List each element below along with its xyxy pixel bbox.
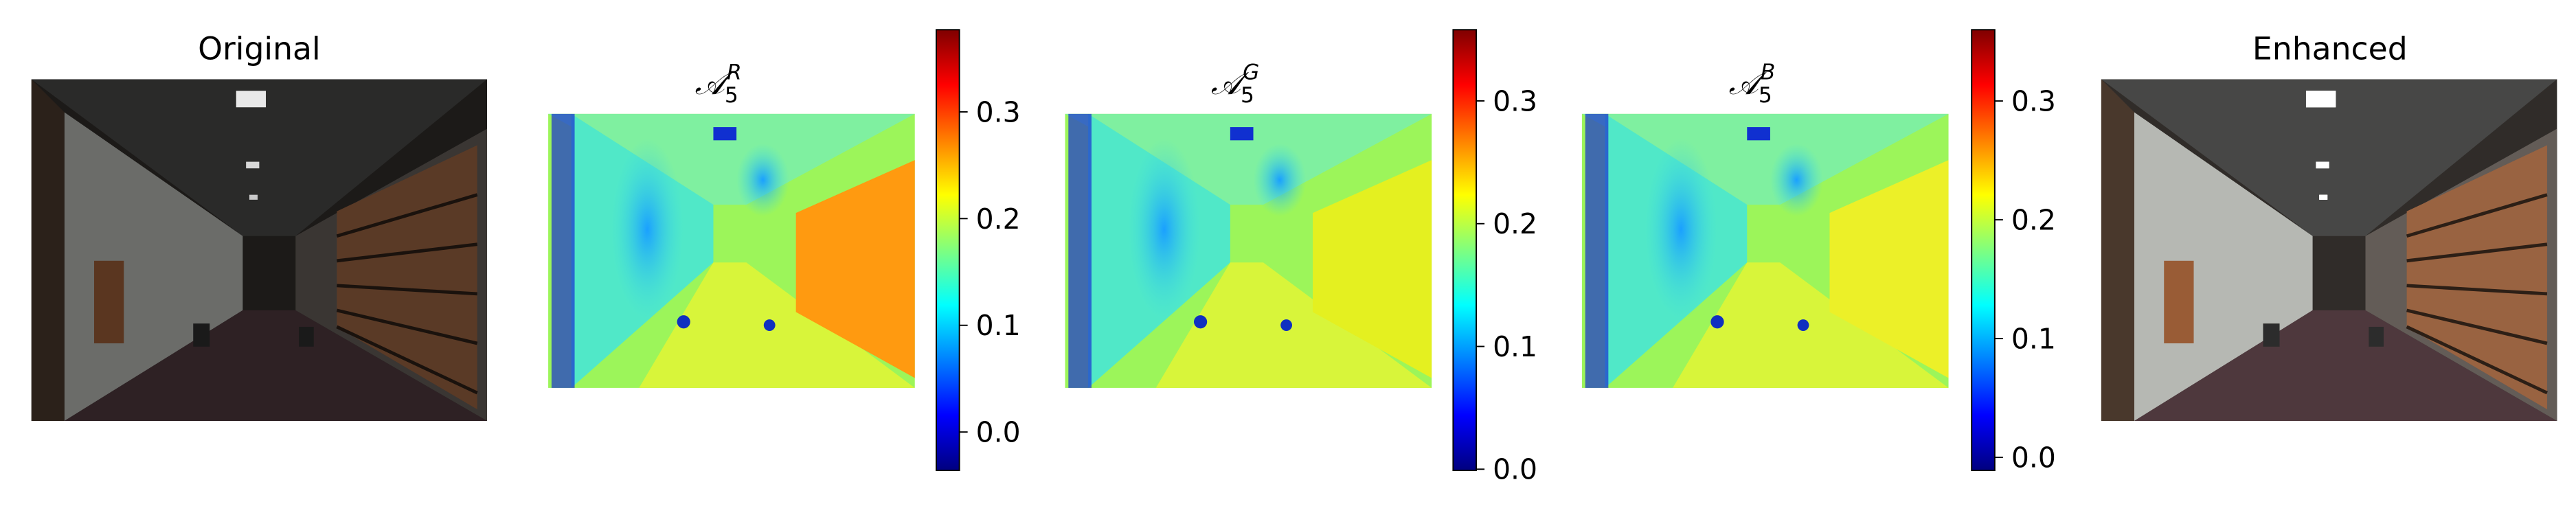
panel-title: 𝒜5B: [1729, 60, 1776, 108]
heatmap-blob: [1127, 138, 1201, 321]
colorbar: [936, 29, 960, 472]
heatmap-spot: [677, 315, 690, 329]
colorbar-tick-label: 0.0: [2011, 441, 2056, 474]
attention-panel: 𝒜5B 0.0 0.1 0.2 0.3: [1581, 29, 2056, 474]
attention-panel: 𝒜5G 0.0 0.1 0.2 0.3: [1065, 29, 1537, 486]
colorbar-tick-label: 0.2: [1493, 207, 1537, 240]
colorbar-tick-label: 0.0: [976, 416, 1021, 449]
colorbar-tick-label: 0.1: [2011, 322, 2056, 355]
panel-original: Original: [32, 31, 487, 421]
heatmap: [1581, 113, 1949, 388]
heatmap-spot: [1193, 315, 1208, 329]
heatmap-ceiling: [1581, 113, 1949, 205]
heatmap: [1065, 113, 1432, 388]
panel-title: 𝒜5G: [1211, 60, 1259, 108]
heatmap-blob: [1770, 144, 1823, 216]
heatmap-right-wall: [795, 160, 915, 378]
heatmap: [548, 113, 915, 388]
colorbar-tick-label: 0.2: [976, 203, 1021, 236]
heatmap-floor: [1673, 262, 1949, 388]
colorbar-tick-label: 0.1: [1493, 330, 1537, 363]
heatmap-floor: [639, 262, 915, 388]
panel-enhanced: Enhanced: [2101, 31, 2557, 421]
heatmap-spot: [713, 127, 737, 141]
attention-maps: 𝒜5R 0.0 0.1 0.2 0.3 𝒜5G 0.0 0.1 0.2 0.3 𝒜5B 0.0 0.1 0…: [548, 29, 2056, 486]
colorbar-tick-label: 0.3: [976, 95, 1021, 128]
heatmap-floor: [1155, 262, 1432, 388]
heatmap-blob: [736, 144, 790, 216]
colorbar: [1452, 29, 1477, 472]
heatmap-spot: [1230, 127, 1254, 141]
heatmap-blob: [1253, 144, 1307, 216]
heatmap-spot: [1710, 315, 1724, 329]
heatmap-edge: [1585, 113, 1609, 388]
title-sup: R: [727, 60, 742, 84]
title-sub: 5: [1759, 83, 1772, 108]
heatmap-blob: [611, 138, 684, 321]
panel-title: Enhanced: [2252, 31, 2408, 67]
colorbar-tick-label: 0.3: [1493, 84, 1537, 117]
heatmap-blob: [1645, 138, 1717, 321]
heatmap-spot: [1280, 319, 1293, 331]
panel-title: Original: [198, 31, 321, 67]
enhanced-image: [2101, 79, 2557, 421]
heatmap-right-wall: [1313, 160, 1432, 378]
heatmap-edge: [1068, 113, 1092, 388]
colorbar: [1971, 29, 1996, 472]
heatmap-spot: [1747, 127, 1770, 141]
title-sub: 5: [725, 83, 738, 108]
title-sub: 5: [1241, 83, 1254, 108]
heatmap-edge: [551, 113, 575, 388]
title-sup: B: [1761, 60, 1775, 84]
colorbar-tick-label: 0.3: [2011, 84, 2056, 117]
heatmap-spot: [1797, 319, 1809, 331]
panel-title: 𝒜5R: [695, 60, 742, 108]
heatmap-spot: [763, 319, 776, 331]
colorbar-tick-label: 0.2: [2011, 203, 2056, 236]
title-sup: G: [1243, 60, 1259, 84]
heatmap-ceiling: [548, 113, 915, 205]
original-image: [32, 79, 487, 421]
heatmap-right-wall: [1829, 160, 1949, 378]
attention-panel: 𝒜5R 0.0 0.1 0.2 0.3: [548, 29, 1021, 472]
heatmap-ceiling: [1065, 113, 1432, 205]
colorbar-tick-label: 0.0: [1493, 453, 1537, 486]
colorbar-tick-label: 0.1: [976, 309, 1021, 342]
